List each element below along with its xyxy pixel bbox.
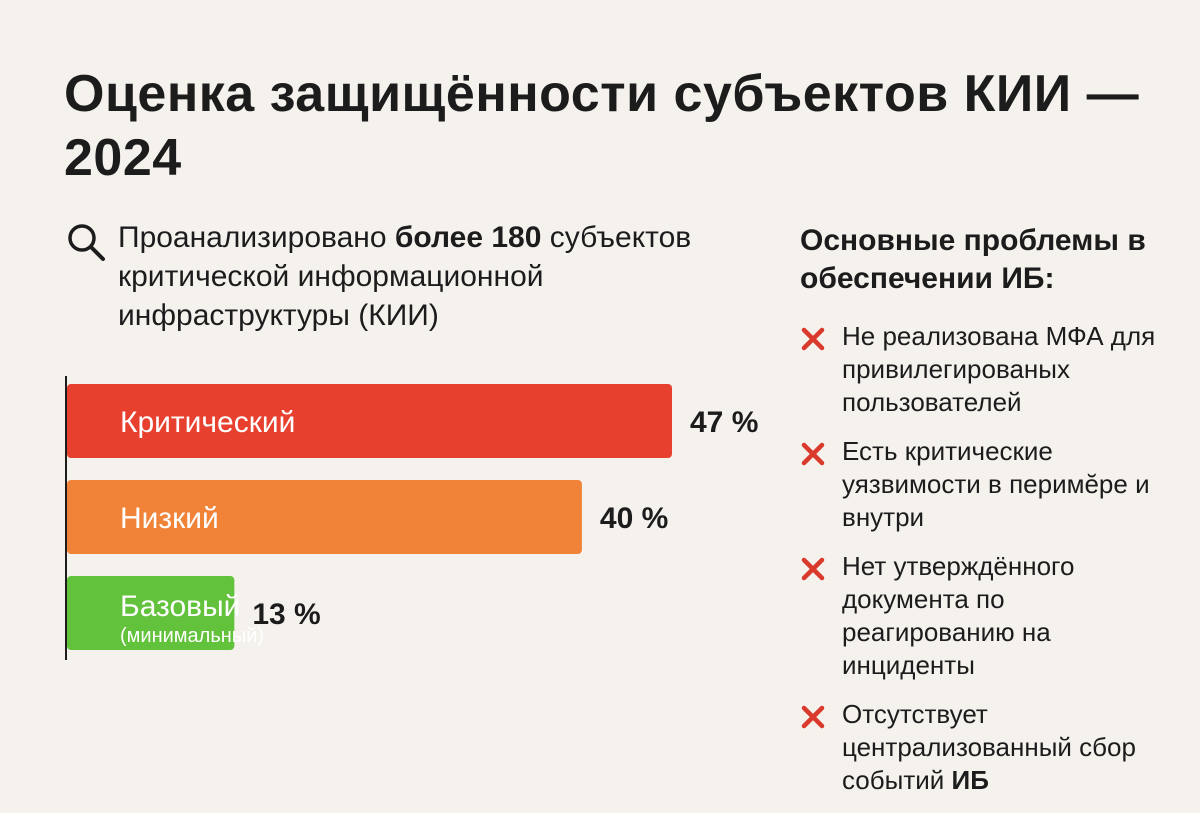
- bar-value-label: 40 %: [600, 502, 668, 535]
- problem-text-main: Не реализована МФА для привилегированых …: [842, 321, 1156, 417]
- problems-title: Основные проблемы в обеспечении ИБ:: [800, 224, 1146, 295]
- intro-block: Проанализировано более 180 субъектов кри…: [64, 218, 784, 335]
- intro-text: Проанализировано более 180 субъектов кри…: [118, 218, 778, 335]
- cross-icon: [801, 327, 825, 351]
- page-title: Оценка защищённости субъектов КИИ —2024: [64, 65, 1140, 187]
- problem-item: Нет утверждённого документа по реагирова…: [800, 550, 1180, 682]
- intro-text-before: Проанализировано: [118, 221, 395, 254]
- cross-icon: [801, 705, 825, 729]
- problems-panel: Основные проблемы в обеспечении ИБ: Не р…: [800, 222, 1180, 813]
- problem-text: Нет утверждённого документа по реагирова…: [842, 550, 1162, 682]
- bar-3: [67, 576, 235, 650]
- bar-label: Критический: [120, 406, 295, 439]
- problem-text: Есть критические уязвимости в перимӗре и…: [842, 435, 1162, 534]
- problem-text-main: Есть критические уязвимости в перимӗре и…: [842, 436, 1150, 532]
- problem-item: Отсутствует централизованный сбор событи…: [800, 698, 1180, 797]
- problem-text-bold: ИБ: [951, 765, 989, 795]
- bar-2: [67, 480, 582, 554]
- bar-label: Низкий: [120, 502, 219, 535]
- bar-value-label: 47 %: [690, 406, 758, 439]
- problem-text: Отсутствует централизованный сбор событи…: [842, 698, 1162, 797]
- problem-text-main: Отсутствует централизованный сбор событи…: [842, 699, 1136, 795]
- bar-sublabel: (минимальный): [120, 625, 264, 647]
- intro-text-after: субъектов критической информационной инф…: [118, 221, 692, 332]
- bar-1: [67, 384, 672, 458]
- intro-text-bold: более 180: [394, 221, 542, 254]
- search-icon: [68, 224, 105, 261]
- problem-item: Не реализована МФА для привилегированых …: [800, 320, 1180, 419]
- problem-item: Есть критические уязвимости в перимӗре и…: [800, 435, 1180, 534]
- cross-icon: [801, 442, 825, 466]
- bar-value-label: 13 %: [252, 598, 320, 631]
- problem-text-main: Нет утверждённого документа по реагирова…: [842, 551, 1075, 680]
- problem-text: Не реализована МФА для привилегированых …: [842, 320, 1162, 419]
- cross-icon: [801, 557, 825, 581]
- problem-list: Не реализована МФА для привилегированых …: [800, 320, 1180, 797]
- bar-chart: Критический 47 % Низкий 40 % Базовый(минимал…: [65, 376, 758, 660]
- bar-label: Базовый: [120, 590, 240, 623]
